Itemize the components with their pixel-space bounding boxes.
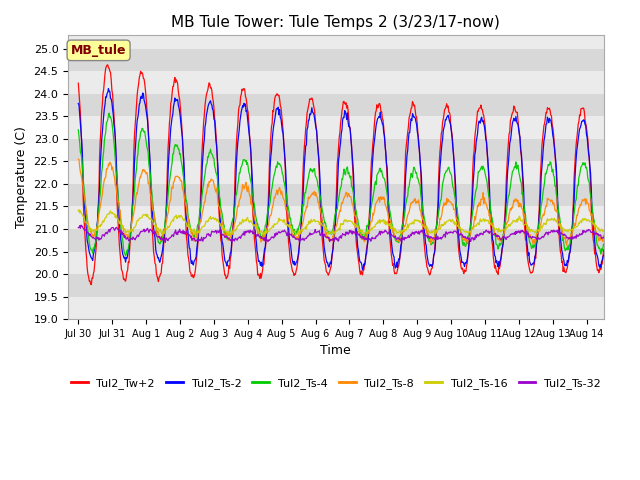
Bar [68,274,604,297]
Bar [68,49,604,72]
Bar [68,139,604,161]
Text: MB_tule: MB_tule [71,44,126,57]
Legend: Tul2_Tw+2, Tul2_Ts-2, Tul2_Ts-4, Tul2_Ts-8, Tul2_Ts-16, Tul2_Ts-32: Tul2_Tw+2, Tul2_Ts-2, Tul2_Ts-4, Tul2_Ts… [67,373,605,393]
Title: MB Tule Tower: Tule Temps 2 (3/23/17-now): MB Tule Tower: Tule Temps 2 (3/23/17-now… [172,15,500,30]
X-axis label: Time: Time [321,344,351,357]
Bar [68,229,604,252]
Bar [68,94,604,117]
Bar [68,184,604,206]
Y-axis label: Temperature (C): Temperature (C) [15,126,28,228]
